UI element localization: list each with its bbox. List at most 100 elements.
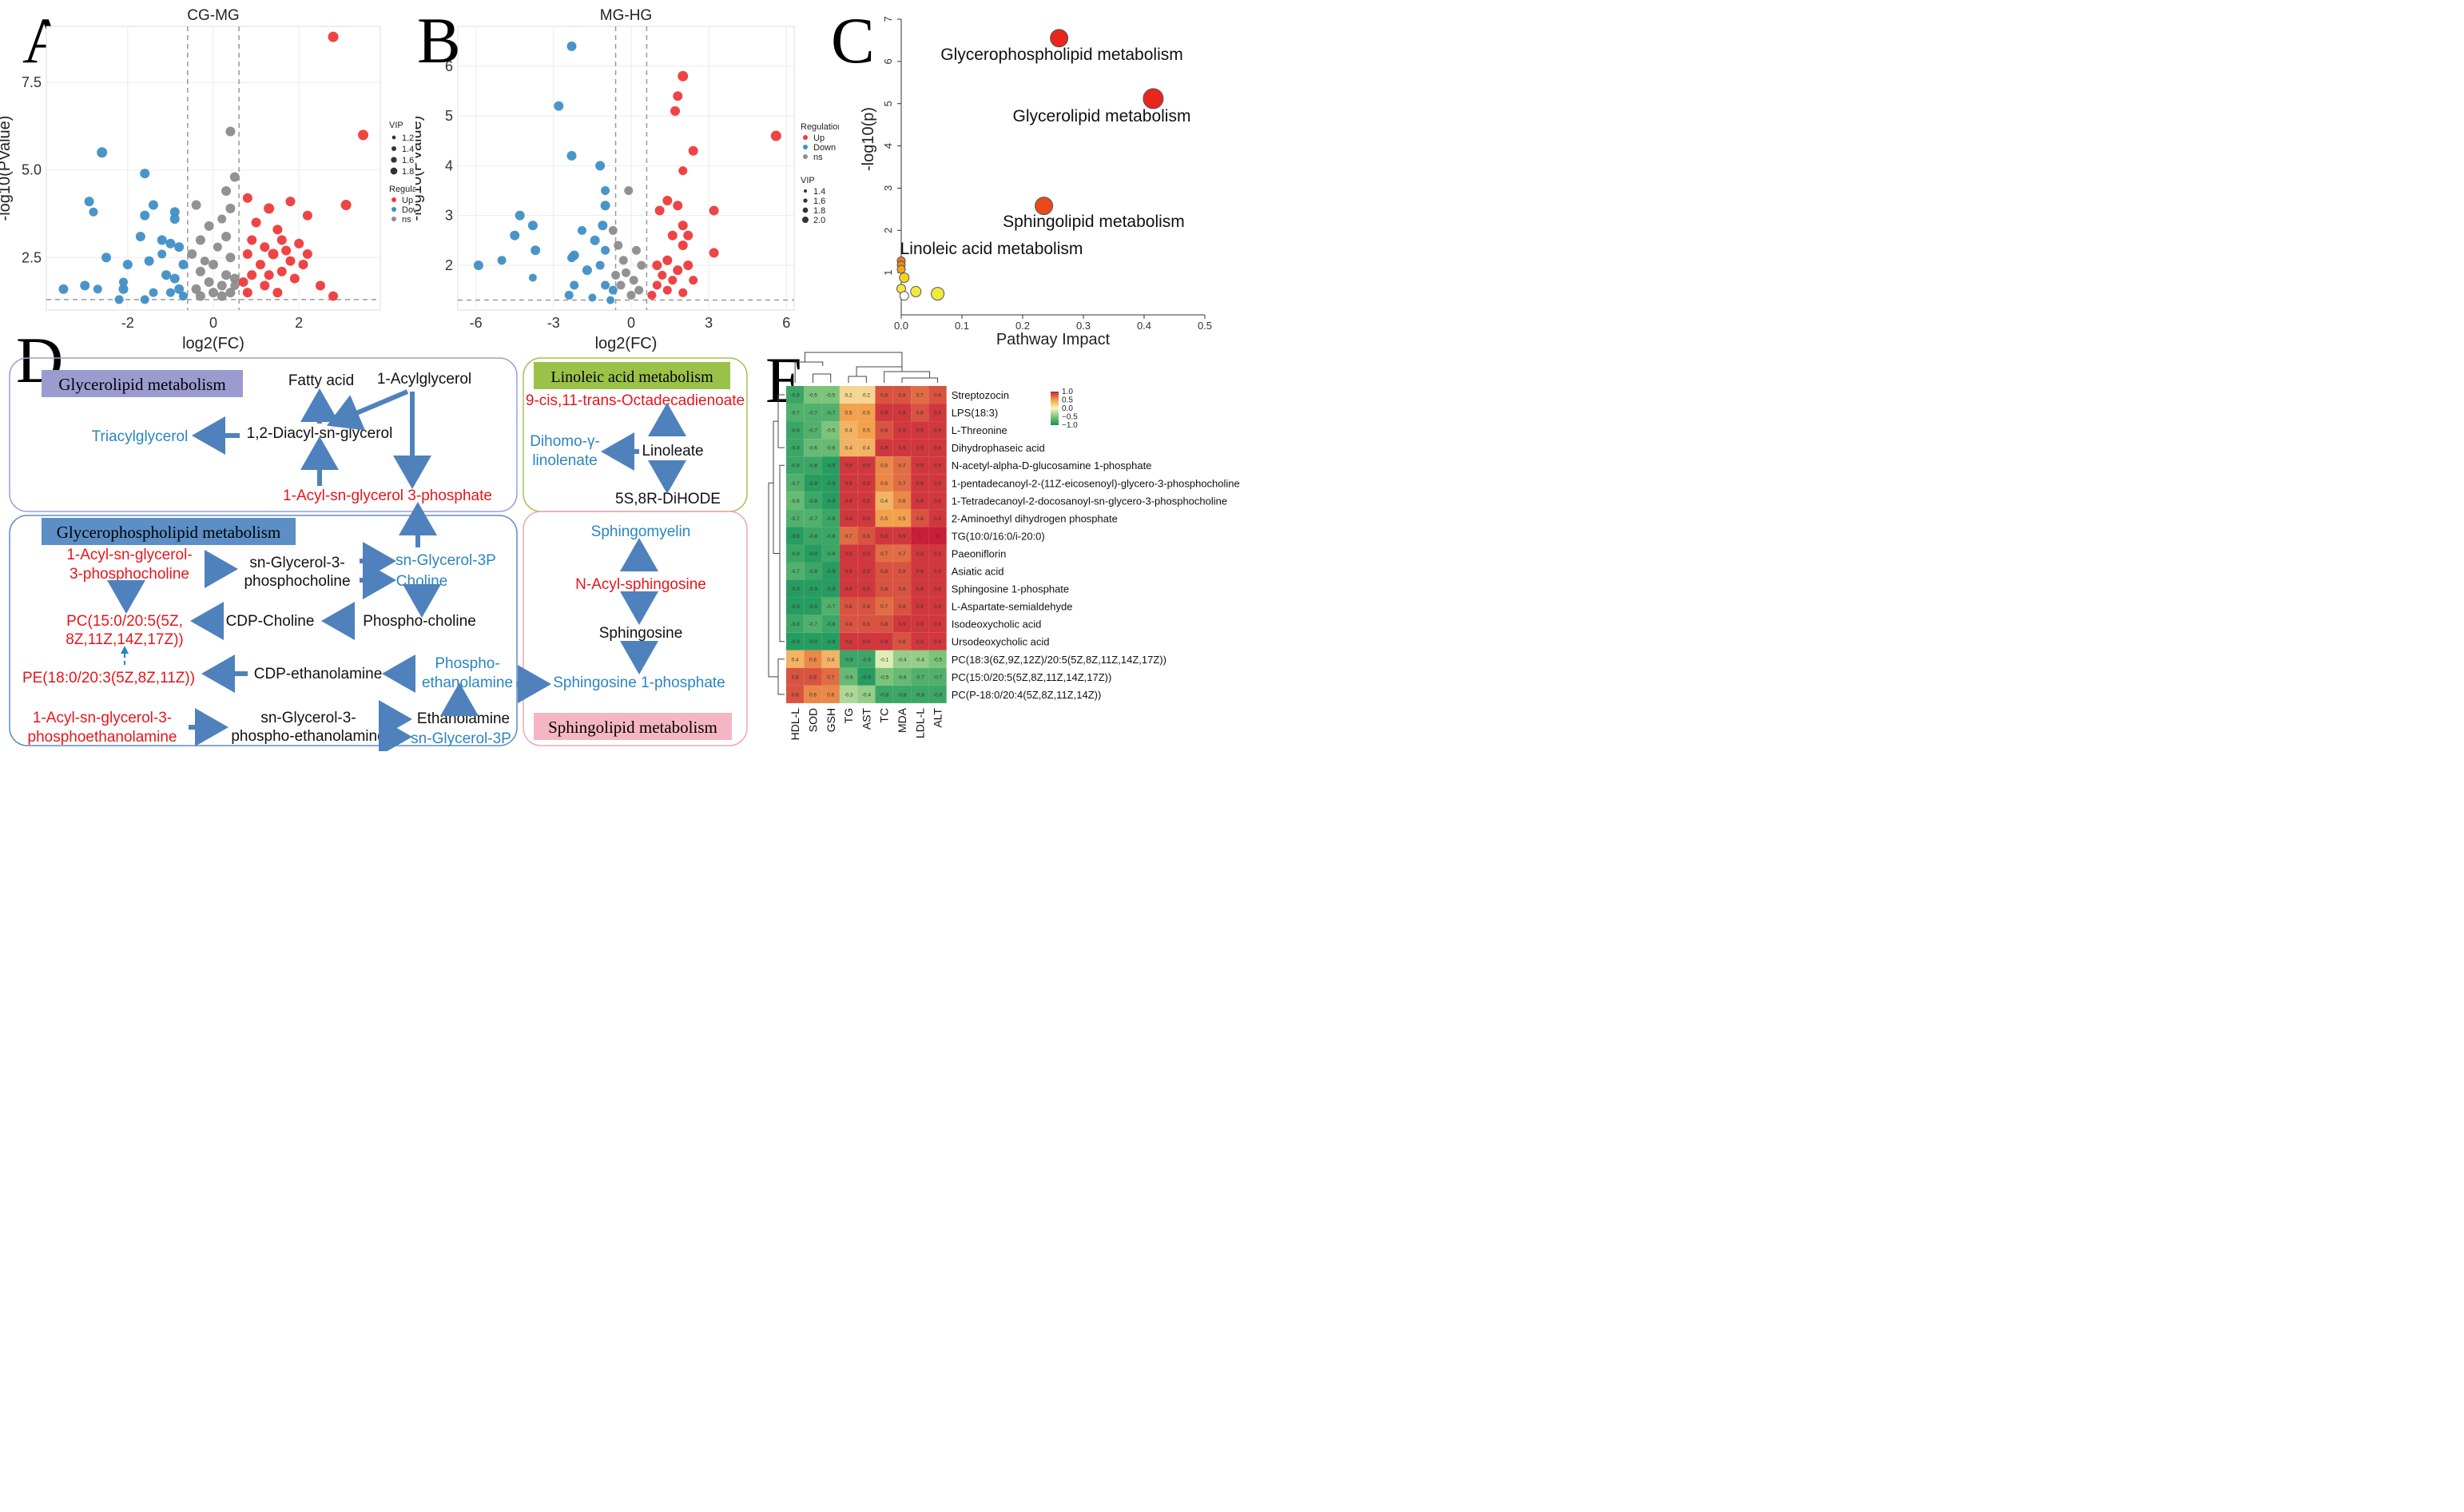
heatmap-cell-value: -0.7 [791,411,801,416]
legend-vip-label: 1.6 [402,156,414,165]
heatmap-cell [892,615,912,633]
y-tick-label: 4 [445,157,453,173]
x-tick-label: 2 [295,315,303,331]
heatmap-cell [839,509,858,527]
data-point-up [662,195,673,205]
volcano-plot-mg-hg: -6 -3 0 3 6 2 3 4 5 6 MG-HG log2(FC) -log10(PValue) R… [415,7,839,352]
data-point-ns [204,221,214,231]
heatmap-cell-value: 0.9 [880,639,888,645]
heatmap-cell [804,667,822,686]
heatmap-cell-value: -0.8 [791,551,801,557]
heatmap-cell-value: 0.9 [863,569,870,575]
pathway-bubble [910,285,922,297]
heatmap-cell-value: -0.7 [809,428,818,434]
data-point-up [289,273,300,284]
data-point-ns [200,257,209,266]
heatmap-cell [892,597,912,615]
heatmap-cell-value: -0.9 [791,534,801,539]
data-point-ns [624,186,634,196]
node-lpe-line-2: phosphoethanolamine [28,729,177,746]
heatmap-cell [928,685,947,703]
data-point-ns [637,261,646,270]
data-point-up [683,230,693,241]
x-tick-label: 0.5 [1198,320,1212,332]
x-tick-label: 0.0 [894,320,908,332]
data-point-up [242,249,252,259]
heatmap-cell-value: 0.9 [845,499,852,504]
heatmap-cell [804,650,822,668]
x-tick-label: 0.1 [955,320,969,332]
data-point-down [157,235,167,245]
heatmap-cell [875,685,893,703]
heatmap-cell [786,650,805,668]
column-dendrogram-left [794,361,824,383]
heatmap-cell-value: -0.8 [809,464,818,469]
heatmap-cell [821,404,840,422]
pathway-bubble [896,265,906,274]
heatmap-cell [928,597,947,615]
heatmap-cell-value: -0.5 [826,393,836,399]
heatmap-cell-value: -0.9 [862,674,872,680]
heatmap-cell [804,439,822,457]
heatmap-cell [786,404,805,422]
data-point-ns [631,245,641,255]
heatmap-cell [804,685,822,703]
heatmap-cell-value: 0.9 [845,481,852,487]
x-tick-label: 0.2 [1015,320,1030,332]
heatmap-cell [857,491,876,510]
heatmap-cell [839,632,858,651]
data-point-up [667,230,678,241]
heatmap-cell [928,527,947,545]
heatmap-cell [928,562,947,580]
node-dihode: 5S,8R-DiHODE [615,491,721,507]
heatmap-cell-value: -0.8 [844,657,853,662]
heatmap-cell [911,685,929,703]
heatmap-cell-value: 0.8 [934,393,941,399]
sphingolipid-box [523,511,748,746]
heatmap-cell [911,562,929,580]
x-tick-label: -6 [470,315,483,331]
heatmap-cell [911,404,929,422]
heatmap-cell-value: 0.8 [863,604,870,610]
heatmap-cell-value: 0.9 [863,587,870,592]
heatmap-cell [821,597,840,615]
heatmap-cell-value: -0.8 [826,516,836,522]
heatmap-cell-value: 0.9 [845,569,852,575]
pathway-bubble [899,291,909,301]
node-lpc-line-2: 3-phosphocholine [70,566,189,583]
heatmap-cell-value: -0.9 [826,481,836,487]
data-point-down [169,214,180,225]
row-dendrogram-bottom [777,659,785,695]
heatmap-cell-value: -0.9 [826,587,836,592]
heatmap-cell [786,421,805,440]
heatmap-cell [911,597,929,615]
heatmap-cell-value: 0.8 [792,692,799,698]
node-g3p-top: sn-Glycerol-3P [395,552,496,569]
data-point-up [302,249,312,259]
data-point-up [683,260,693,270]
heatmap-cell [804,491,822,510]
x-axis-label: log2(FC) [595,335,658,352]
node-ethanolamine: Ethanolamine [417,710,510,727]
data-point-ns [221,270,232,281]
heatmap-cell [875,632,893,651]
heatmap-cell-value: 0.8 [898,604,905,610]
heatmap-cell [911,509,929,527]
heatmap-cell [911,474,929,492]
data-point-ns [217,291,227,301]
heatmap-cell-value: 0.9 [863,464,870,469]
heatmap-cell-value: -0.7 [791,481,801,487]
node-gpe-line-2: phospho-ethanolamine [231,728,385,745]
heatmap-cell-value: 0.4 [792,657,799,662]
data-point-down [148,200,158,210]
node-n-acyl-sphingosine: N-Acyl-sphingosine [575,576,706,593]
data-point-up [673,91,683,101]
heatmap-cell [804,527,822,545]
data-point-up [689,276,698,285]
heatmap-cell-value: 0.7 [898,464,905,469]
glycerophospholipid-title: Glycerophospholipid metabolism [57,523,281,542]
heatmap-cell-value: -0.9 [826,499,836,504]
heatmap-cell-value: -0.9 [809,481,818,487]
heatmap-cell-value: 0.9 [934,569,941,575]
data-point-up [315,281,325,291]
